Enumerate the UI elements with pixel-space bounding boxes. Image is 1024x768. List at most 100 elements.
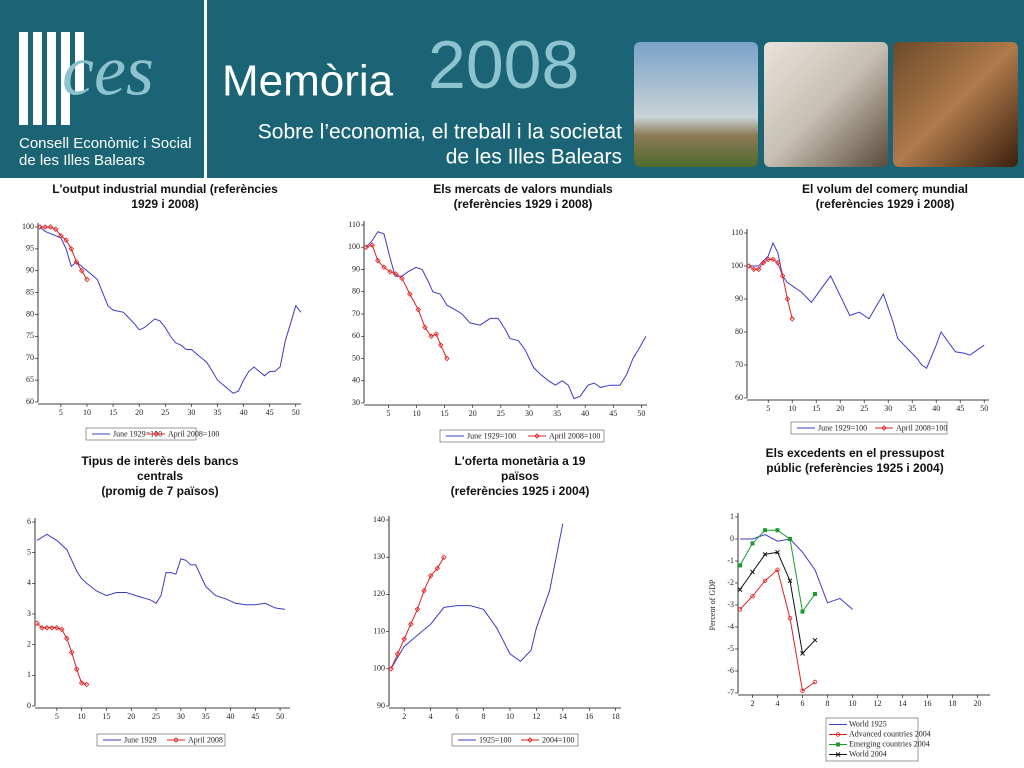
series-line xyxy=(365,231,647,400)
point xyxy=(408,621,414,627)
chart-title: (promig de 7 països) xyxy=(101,484,218,498)
point xyxy=(84,276,90,283)
point xyxy=(83,681,90,688)
x-tick-label: 30 xyxy=(177,712,185,721)
y-tick-label: 70 xyxy=(735,360,743,369)
header: ces Consell Econòmic i Social de les Ill… xyxy=(0,0,1024,178)
y-tick-label: 100 xyxy=(348,242,360,251)
series-line xyxy=(390,556,445,670)
chart-title: 1929 i 2008) xyxy=(131,197,198,211)
point xyxy=(427,573,434,579)
point xyxy=(775,259,781,266)
legend xyxy=(451,733,579,747)
x-tick-label: 2 xyxy=(751,699,755,708)
point xyxy=(751,266,757,273)
point xyxy=(433,331,440,337)
x-tick-label: 10 xyxy=(83,408,91,417)
y-tick-label: 65 xyxy=(26,375,34,384)
series-line xyxy=(739,551,816,655)
x-tick-label: 5 xyxy=(59,408,63,417)
point xyxy=(775,528,780,533)
logo-text: ces xyxy=(62,31,154,111)
y-tick-label: 100 xyxy=(373,664,385,673)
series-line xyxy=(739,568,816,692)
point xyxy=(784,296,791,302)
y-tick-label: 130 xyxy=(373,552,385,561)
x-tick-label: 20 xyxy=(974,699,982,708)
point xyxy=(835,752,841,757)
y-tick-label: 5 xyxy=(27,547,31,556)
x-tick-label: 35 xyxy=(213,408,221,417)
photo xyxy=(893,42,1018,167)
chart-title: Tipus de interès dels bancs xyxy=(81,454,238,468)
y-tick-label: 110 xyxy=(731,228,743,237)
point xyxy=(388,666,394,672)
chart-title: El volum del comerç mundial xyxy=(802,182,968,196)
x-tick-label: 25 xyxy=(152,712,160,721)
x-tick-label: 8 xyxy=(826,699,830,708)
legend-label: April 2008 xyxy=(188,735,223,744)
x-tick-label: 14 xyxy=(899,699,907,708)
x-tick-label: 16 xyxy=(924,699,932,708)
point xyxy=(52,226,59,232)
x-tick-label: 20 xyxy=(469,409,477,418)
y-tick-label: 30 xyxy=(352,398,360,407)
point xyxy=(363,244,369,251)
x-tick-label: 8 xyxy=(482,712,486,721)
point xyxy=(47,224,54,230)
chart-title: Els excedents en el pressupost xyxy=(766,446,945,460)
x-tick-label: 15 xyxy=(102,712,110,721)
x-tick-label: 10 xyxy=(788,404,796,413)
chart-title: (referències 1925 i 2004) xyxy=(451,484,590,498)
legend xyxy=(85,427,197,441)
x-tick-label: 20 xyxy=(135,408,143,417)
x-tick-label: 15 xyxy=(109,408,117,417)
y-tick-label: 60 xyxy=(735,393,743,402)
point xyxy=(68,649,75,656)
point xyxy=(746,263,752,269)
y-tick-label: -4 xyxy=(727,622,734,631)
x-tick-label: 12 xyxy=(874,699,882,708)
photo xyxy=(634,42,758,167)
point xyxy=(441,554,447,560)
series-line xyxy=(39,226,302,394)
legend xyxy=(790,421,948,435)
y-tick-label: 70 xyxy=(352,309,360,318)
series-line xyxy=(749,241,985,370)
x-tick-label: 6 xyxy=(801,699,805,708)
legend-label: World 2004 xyxy=(849,749,887,758)
y-tick-label: 90 xyxy=(352,264,360,273)
y-tick-label: 120 xyxy=(373,589,385,598)
point xyxy=(762,552,768,557)
y-tick-label: 100 xyxy=(731,261,743,270)
divider xyxy=(204,0,207,178)
point xyxy=(73,259,80,265)
point xyxy=(428,333,434,340)
y-axis-label: Percent of GDP xyxy=(708,579,717,630)
x-tick-label: 30 xyxy=(525,409,533,418)
y-tick-label: -3 xyxy=(727,600,734,609)
x-tick-label: 45 xyxy=(956,404,964,413)
y-tick-label: 70 xyxy=(26,353,34,362)
x-tick-label: 35 xyxy=(908,404,916,413)
point xyxy=(387,268,393,275)
x-tick-label: 30 xyxy=(884,404,892,413)
point xyxy=(755,266,762,273)
point xyxy=(375,257,381,264)
y-tick-label: 80 xyxy=(26,309,34,318)
point xyxy=(813,592,817,596)
legend-label: April 2008=100 xyxy=(549,431,600,440)
point xyxy=(881,425,887,431)
point xyxy=(750,541,755,546)
point xyxy=(789,316,795,322)
x-tick-label: 45 xyxy=(266,408,274,417)
x-tick-label: 50 xyxy=(276,712,284,721)
y-tick-label: 90 xyxy=(26,266,34,275)
x-tick-label: 18 xyxy=(612,712,620,721)
point xyxy=(534,433,540,439)
header-title: Memòria xyxy=(222,57,394,106)
point xyxy=(393,271,399,277)
x-tick-label: 30 xyxy=(187,408,195,417)
y-tick-label: 2 xyxy=(27,639,31,648)
